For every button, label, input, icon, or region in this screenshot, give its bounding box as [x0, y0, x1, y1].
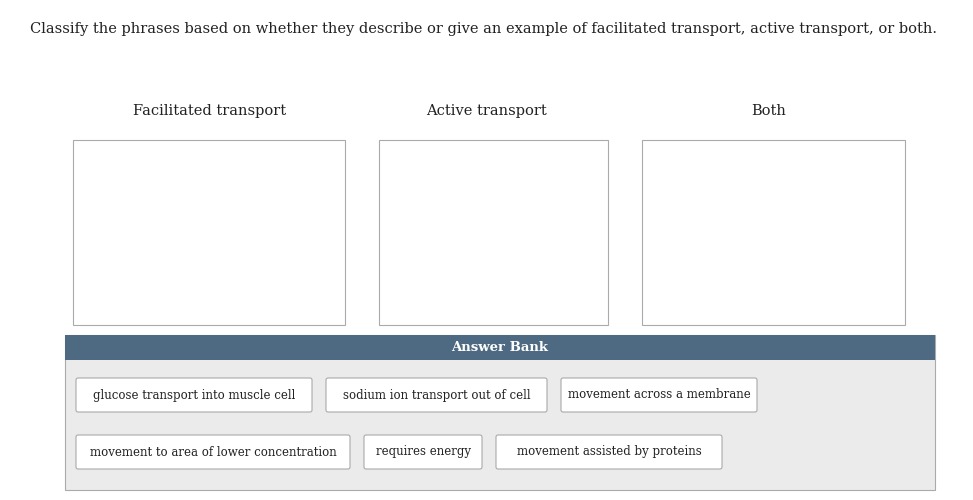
Text: movement across a membrane: movement across a membrane [567, 388, 750, 402]
Text: glucose transport into muscle cell: glucose transport into muscle cell [92, 388, 295, 402]
FancyBboxPatch shape [76, 378, 312, 412]
Text: requires energy: requires energy [376, 446, 471, 458]
FancyBboxPatch shape [76, 435, 350, 469]
FancyBboxPatch shape [561, 378, 757, 412]
Text: Both: Both [751, 104, 786, 118]
Text: Classify the phrases based on whether they describe or give an example of facili: Classify the phrases based on whether th… [30, 22, 937, 36]
Text: Answer Bank: Answer Bank [451, 341, 549, 354]
FancyBboxPatch shape [326, 378, 547, 412]
Bar [73, 140, 345, 325]
Text: sodium ion transport out of cell: sodium ion transport out of cell [342, 388, 530, 402]
Text: movement to area of lower concentration: movement to area of lower concentration [90, 446, 337, 458]
Text: Active transport: Active transport [426, 104, 547, 118]
Text: Facilitated transport: Facilitated transport [132, 104, 286, 118]
Bar [65, 335, 935, 360]
FancyBboxPatch shape [364, 435, 482, 469]
Text: movement assisted by proteins: movement assisted by proteins [517, 446, 702, 458]
Bar [379, 140, 608, 325]
Bar [642, 140, 905, 325]
Bar [65, 335, 935, 490]
FancyBboxPatch shape [496, 435, 722, 469]
